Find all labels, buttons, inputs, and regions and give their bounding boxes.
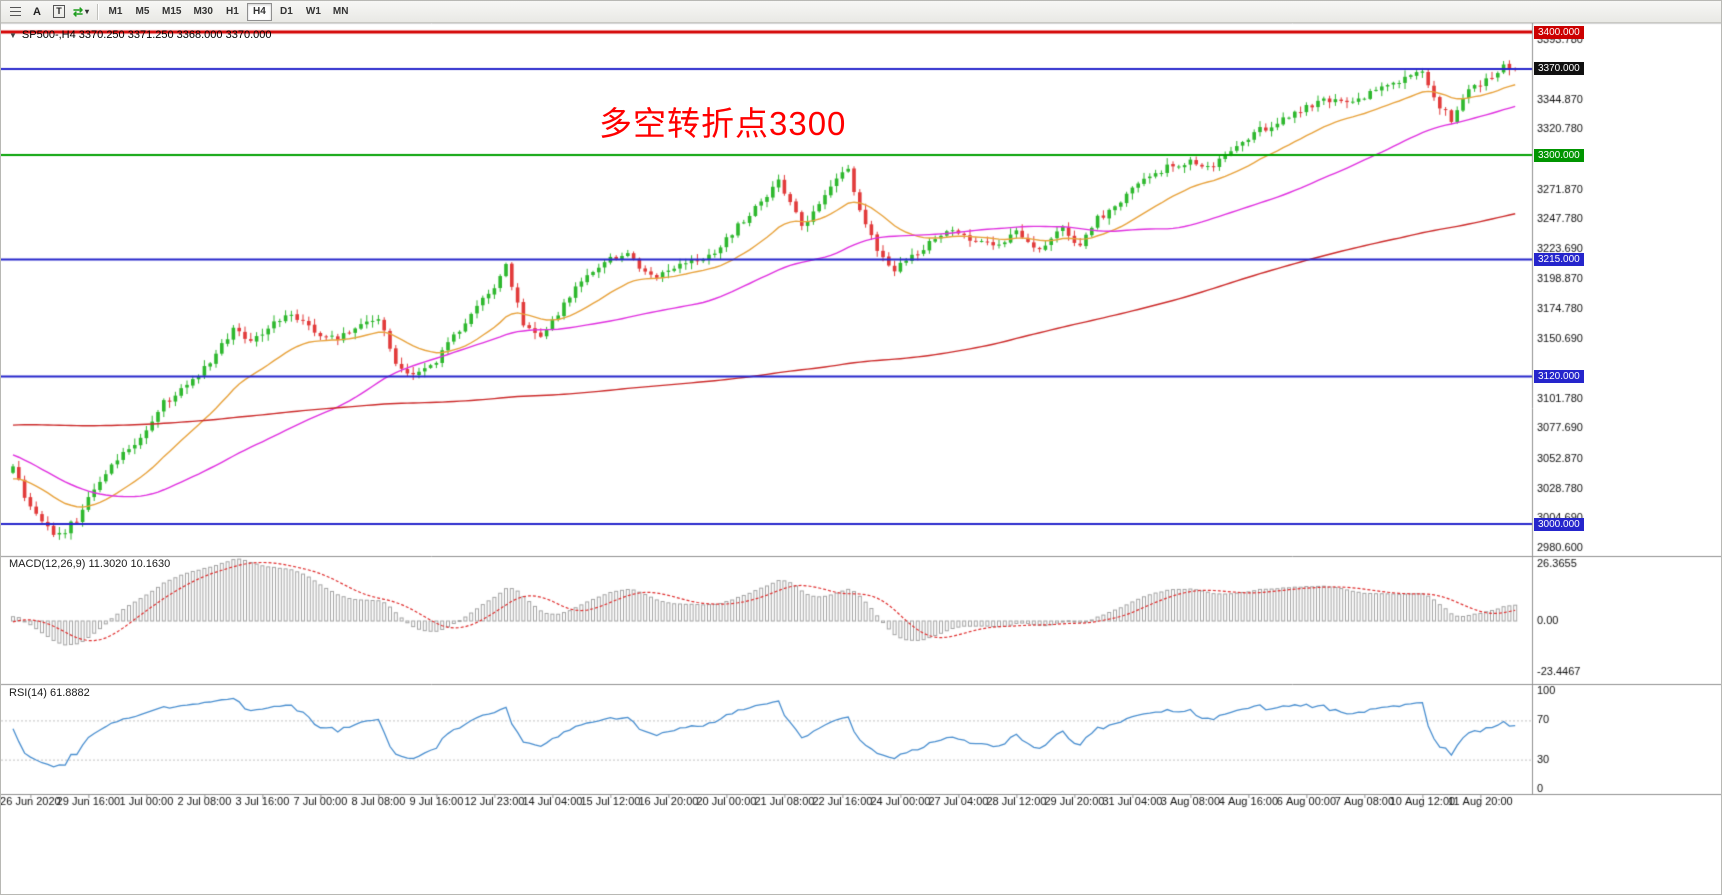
- chart-list-button[interactable]: [4, 2, 26, 21]
- chart-canvas[interactable]: [1, 23, 1721, 894]
- timeframe-button-w1[interactable]: W1: [301, 3, 326, 21]
- timeframe-button-m5[interactable]: M5: [130, 3, 155, 21]
- text-box-tool-button[interactable]: T: [48, 2, 70, 21]
- price-tag-3000.000[interactable]: 3000.000: [1534, 517, 1584, 531]
- text-label-tool-button[interactable]: A: [26, 2, 48, 21]
- chart-shift-marker-icon: ▼: [9, 30, 17, 40]
- timeframe-button-m1[interactable]: M1: [103, 3, 128, 21]
- symbol-info: ▼ SP500-,H4 3370.250 3371.250 3368.000 3…: [9, 29, 271, 41]
- price-tag-3215.000[interactable]: 3215.000: [1534, 253, 1584, 267]
- rsi-indicator-label: RSI(14) 61.8882: [9, 687, 90, 699]
- chevron-down-icon: ▾: [85, 7, 90, 16]
- chart-list-icon: [9, 7, 21, 16]
- symbol-ohlc-text: SP500-,H4 3370.250 3371.250 3368.000 337…: [21, 29, 272, 41]
- price-tag-3370.000[interactable]: 3370.000: [1534, 62, 1584, 76]
- text-label-icon: A: [33, 5, 41, 18]
- timeframe-button-h4[interactable]: H4: [246, 2, 272, 21]
- timeframe-toolbar: M1 M5 M15 M30 H1 H4 D1 W1 MN: [103, 2, 354, 21]
- cycle-tool-button[interactable]: ⇄ ▾: [70, 2, 92, 21]
- cycle-icon: ⇄: [72, 4, 84, 19]
- toolbar: A T ⇄ ▾ M1 M5 M15 M30 H1 H4 D1 W1 MN: [1, 1, 1721, 23]
- price-tag-3300.000[interactable]: 3300.000: [1534, 148, 1584, 162]
- timeframe-button-m30[interactable]: M30: [188, 3, 217, 21]
- text-box-icon: T: [53, 5, 65, 18]
- annotation-text: 多空转折点3300: [599, 105, 847, 142]
- price-tag-3400.000[interactable]: 3400.000: [1534, 25, 1584, 39]
- toolbar-separator: [97, 3, 98, 20]
- timeframe-button-m15[interactable]: M15: [157, 3, 186, 21]
- timeframe-button-mn[interactable]: MN: [328, 3, 354, 21]
- timeframe-button-h1[interactable]: H1: [220, 3, 245, 21]
- price-tag-3120.000[interactable]: 3120.000: [1534, 369, 1584, 383]
- macd-indicator-label: MACD(12,26,9) 11.3020 10.1630: [9, 558, 171, 570]
- timeframe-button-d1[interactable]: D1: [274, 3, 299, 21]
